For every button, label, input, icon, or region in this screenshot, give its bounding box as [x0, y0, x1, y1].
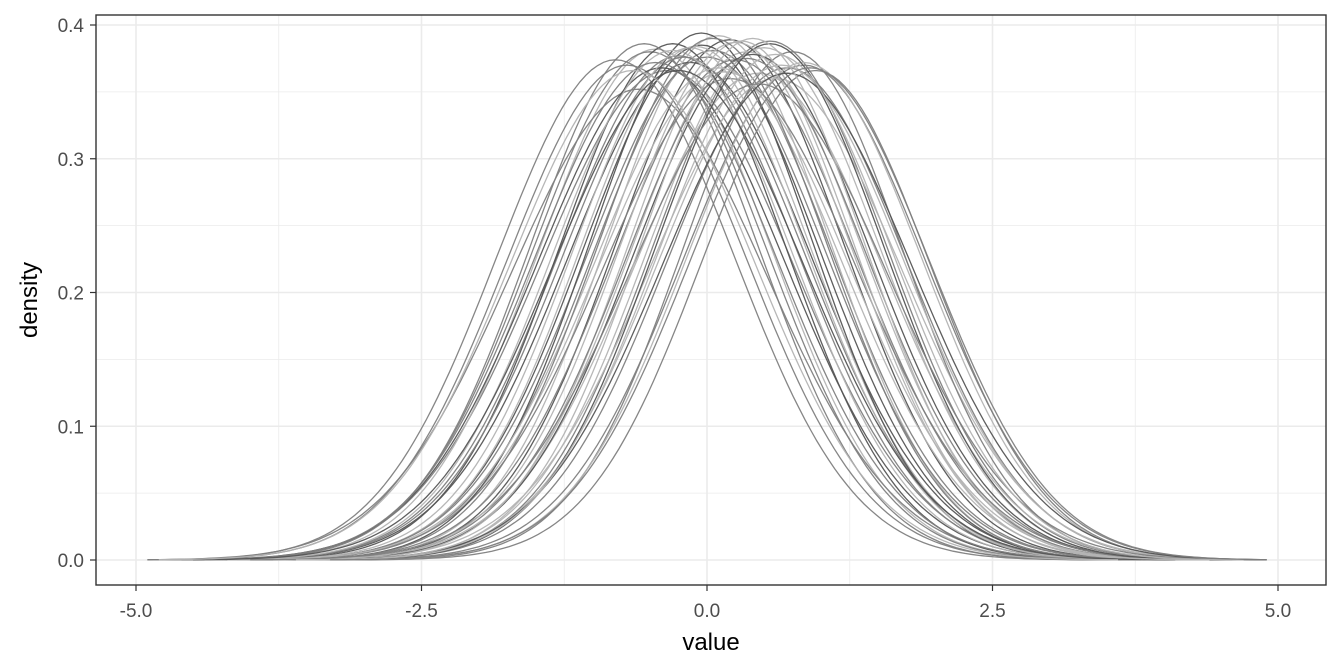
x-tick-label: 0.0 [694, 601, 720, 622]
plot-background [96, 15, 1326, 585]
density-curve-49 [330, 67, 1267, 561]
density-curve-36 [204, 49, 1142, 561]
y-axis-title: density [16, 262, 43, 338]
density-curve-34 [250, 32, 1153, 561]
density-curve-46 [295, 53, 1244, 561]
density-curve-45 [250, 37, 1176, 561]
density-curve-21 [272, 53, 1221, 561]
density-curve-40 [250, 83, 1267, 561]
x-tick-label: 2.5 [979, 601, 1005, 622]
y-tick-label: 0.4 [58, 16, 85, 37]
y-axis: 0.0 0.1 0.2 0.3 0.4 [58, 16, 96, 572]
y-tick-label: 0.2 [58, 284, 84, 305]
density-curve-39 [147, 59, 1096, 561]
density-curve-50 [158, 69, 1119, 561]
panel-border [95, 14, 1327, 586]
x-axis: -5.0 -2.5 0.0 2.5 5.0 [120, 585, 1291, 622]
x-tick-label: -5.0 [120, 601, 153, 622]
density-curve-42 [284, 72, 1267, 561]
density-curve-41 [227, 47, 1153, 561]
y-tick-label: 0.3 [58, 150, 84, 171]
major-gridlines [96, 15, 1326, 585]
y-tick-label: 0.1 [58, 417, 84, 438]
x-tick-label: -2.5 [405, 601, 438, 622]
density-curve-6 [273, 39, 1187, 561]
density-curve-47 [193, 69, 1176, 561]
y-tick-label: 0.0 [58, 551, 84, 572]
density-curve-31 [181, 43, 1107, 561]
x-axis-title: value [682, 629, 739, 656]
density-curve-43 [273, 41, 1199, 561]
density-curve-15 [181, 51, 1119, 561]
density-curve-48 [295, 37, 1210, 561]
density-curve-18 [215, 43, 1130, 561]
density-curves [147, 32, 1267, 561]
x-tick-label: 5.0 [1265, 601, 1291, 622]
density-curve-44 [181, 61, 1141, 561]
